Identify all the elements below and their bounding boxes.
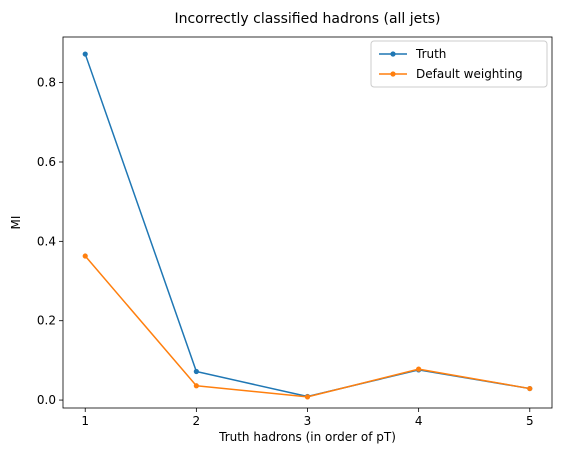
series-2-point — [304, 394, 311, 400]
y-tick-label: 0.0 — [37, 393, 56, 407]
legend-swatch-marker — [390, 71, 396, 77]
legend-swatch-marker — [390, 51, 396, 57]
series-2-point — [193, 383, 199, 389]
x-axis-label: Truth hadrons (in order of pT) — [218, 430, 396, 444]
series-line-2 — [84, 255, 530, 398]
x-tick-label: 2 — [193, 414, 201, 428]
chart-title: Incorrectly classified hadrons (all jets… — [174, 11, 440, 27]
plot-frame — [62, 36, 553, 409]
axes: 1 2 3 4 5 0.0 0.2 0.4 0.6 0.8 — [37, 36, 553, 428]
legend-entry-label: Default weighting — [416, 67, 523, 81]
series-1-point — [82, 51, 88, 57]
x-tick-label: 5 — [526, 414, 534, 428]
series-2-point — [527, 385, 533, 392]
legend-box — [370, 40, 548, 88]
series-1-point — [193, 368, 199, 375]
series-2-point — [416, 366, 422, 372]
x-tick-label: 1 — [81, 414, 89, 428]
x-tick-label: 4 — [415, 414, 423, 428]
series-line-1 — [84, 53, 530, 398]
legend: Truth Default weighting — [370, 40, 548, 88]
y-axis-label: MI — [9, 216, 23, 230]
y-tick-label: 0.4 — [37, 234, 56, 248]
series-lines — [82, 51, 533, 400]
y-tick-label: 0.6 — [37, 155, 56, 169]
y-tick-label: 0.2 — [37, 314, 56, 328]
y-tick-label: 0.8 — [37, 76, 56, 90]
series-2-point — [82, 253, 88, 259]
legend-entry-label: Truth — [415, 47, 446, 61]
x-tick-label: 3 — [304, 414, 312, 428]
